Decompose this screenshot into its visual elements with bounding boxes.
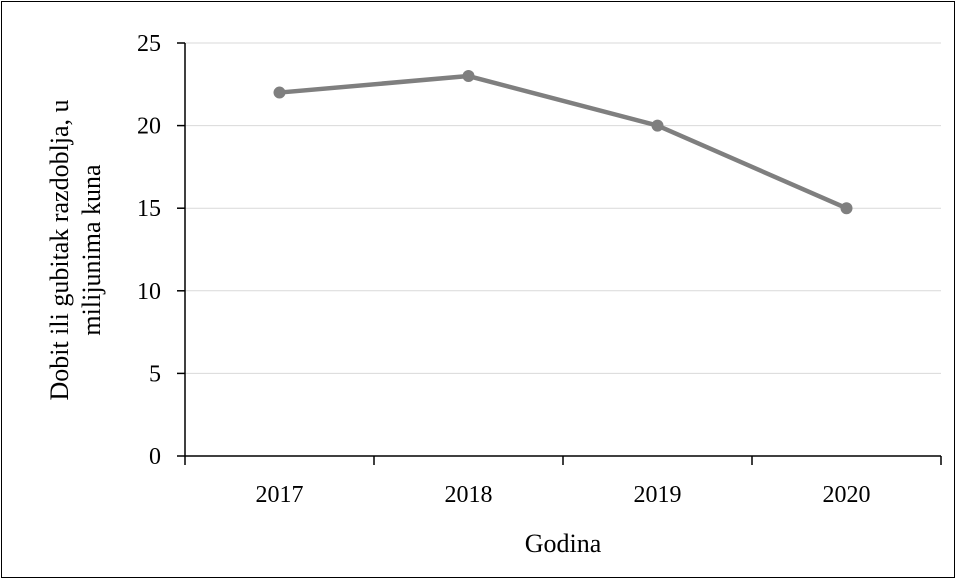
x-axis-title: Godina — [525, 529, 602, 558]
data-point — [840, 202, 853, 215]
x-tick-label: 2017 — [256, 482, 304, 508]
data-point — [651, 119, 664, 132]
y-axis-title-line-2: milijunima kuna — [77, 164, 106, 336]
y-tick-label: 10 — [137, 279, 161, 305]
data-point — [273, 86, 286, 99]
y-ticks: 0 5 10 15 20 25 — [137, 31, 185, 470]
x-ticks: 2017 2018 2019 2020 — [184, 456, 942, 508]
x-tick-label: 2018 — [445, 482, 493, 508]
gridlines — [185, 42, 941, 374]
y-tick-label: 0 — [149, 444, 161, 470]
x-tick-label: 2019 — [634, 482, 682, 508]
y-tick-label: 5 — [149, 361, 161, 387]
axes — [184, 43, 941, 457]
series-line — [279, 73, 848, 211]
x-tick-label: 2020 — [823, 482, 871, 508]
y-axis-title: Dobit ili gubitak razdoblja, u milijunim… — [45, 99, 106, 400]
data-point — [462, 70, 475, 83]
y-tick-label: 15 — [137, 196, 161, 222]
y-axis-title-line-1: Dobit ili gubitak razdoblja, u — [45, 99, 74, 400]
y-tick-label: 20 — [137, 114, 161, 140]
series — [273, 70, 853, 215]
y-tick-label: 25 — [137, 31, 161, 57]
